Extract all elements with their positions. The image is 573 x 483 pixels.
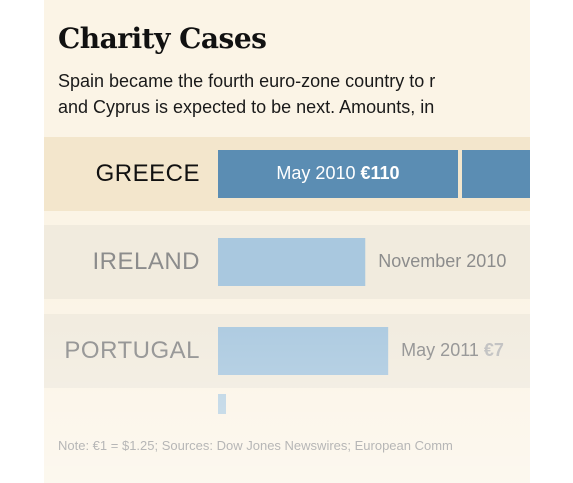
bar-amount-greece: €110 <box>360 163 400 183</box>
bar-date-portugal: May 2011 <box>401 340 479 360</box>
bar-label-greece: May 2010 €110 <box>218 163 458 184</box>
bar-amount-portugal: €7 <box>483 340 504 360</box>
row-portugal: PORTUGAL May 2011 €7 <box>44 314 530 388</box>
bar-portugal-0 <box>218 327 389 375</box>
cutoff-bar-sliver <box>218 394 226 414</box>
bars-greece <box>218 150 530 198</box>
subtitle-line-2: and Cyprus is expected to be next. Amoun… <box>58 97 435 117</box>
country-label-greece: GREECE <box>95 160 200 187</box>
cutoff-row-partial <box>44 392 530 416</box>
bar-label-ireland: November 2010 <box>378 251 506 272</box>
chart-subtitle: Spain became the fourth euro-zone countr… <box>58 68 530 120</box>
bar-date-ireland: November 2010 <box>378 251 507 271</box>
row-greece: GREECE May 2010 €110 <box>44 137 530 211</box>
bar-greece-0 <box>218 150 458 198</box>
row-ireland: IRELAND November 2010 <box>44 225 530 299</box>
country-label-ireland: IRELAND <box>92 248 200 275</box>
chart-canvas: Charity Cases Spain became the fourth eu… <box>44 0 530 483</box>
bars-portugal <box>218 327 389 375</box>
bar-ireland-0 <box>218 238 366 286</box>
bars-ireland <box>218 238 366 286</box>
bar-greece-next-cropped <box>462 150 530 198</box>
country-label-portugal: PORTUGAL <box>64 337 200 364</box>
chart-title: Charity Cases <box>58 22 267 55</box>
subtitle-line-1: Spain became the fourth euro-zone countr… <box>58 71 436 91</box>
source-note: Note: €1 = $1.25; Sources: Dow Jones New… <box>58 438 453 453</box>
bar-date-greece: May 2010 <box>276 163 356 183</box>
bar-label-portugal: May 2011 €7 <box>401 340 504 361</box>
